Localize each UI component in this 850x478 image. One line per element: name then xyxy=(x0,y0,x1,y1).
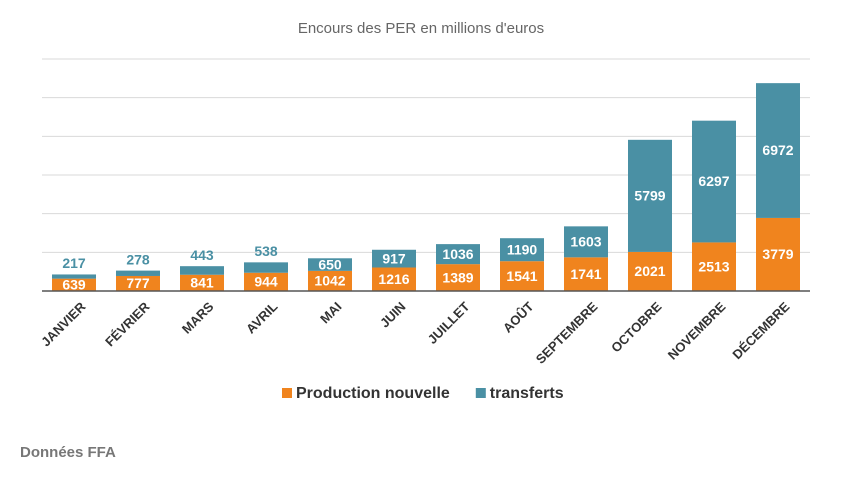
x-tick-group: JUILLET xyxy=(425,299,473,347)
x-tick-group: OCTOBRE xyxy=(608,299,665,356)
x-tick-label: JUILLET xyxy=(425,299,473,347)
x-tick-label: SEPTEMBRE xyxy=(533,299,601,367)
x-tick-label: AOÛT xyxy=(500,299,537,336)
x-tick-group: JANVIER xyxy=(38,299,89,350)
bar-segment xyxy=(628,251,672,291)
bar-segment xyxy=(116,275,160,291)
bar-segment xyxy=(372,249,416,268)
source: Données FFA xyxy=(20,444,116,461)
value-label: 1741 xyxy=(570,266,601,282)
x-tick-label: DÉCEMBRE xyxy=(729,299,792,362)
x-tick-group: AOÛT xyxy=(500,299,537,336)
bar-segment xyxy=(692,120,736,243)
bar-segment xyxy=(308,270,352,291)
value-label: 777 xyxy=(126,275,150,291)
bar-segment xyxy=(564,257,608,291)
x-tick-group: JUIN xyxy=(377,299,409,331)
bar-segment xyxy=(52,274,96,279)
x-tick-label: JUIN xyxy=(377,299,409,331)
x-tick-group: MAI xyxy=(317,299,344,326)
value-label: 3779 xyxy=(762,246,793,262)
bar-segment xyxy=(756,217,800,291)
legend-label: transferts xyxy=(490,385,564,402)
value-label: 2021 xyxy=(634,263,665,279)
value-label: 1042 xyxy=(314,273,345,289)
value-label: 6297 xyxy=(698,173,729,189)
x-tick-label: AVRIL xyxy=(243,299,281,337)
bar-segment xyxy=(308,258,352,271)
bar-segment xyxy=(180,266,224,275)
x-tick-group: FÉVRIER xyxy=(102,299,153,350)
x-tick-label: FÉVRIER xyxy=(102,299,153,350)
x-tick-group: DÉCEMBRE xyxy=(729,299,792,362)
bar-segment xyxy=(500,261,544,291)
bar-segment xyxy=(52,278,96,291)
value-label: 944 xyxy=(254,274,278,290)
x-tick-group: NOVEMBRE xyxy=(665,299,729,363)
bar-segment xyxy=(500,238,544,262)
x-tick-label: MAI xyxy=(317,299,344,326)
value-label: 650 xyxy=(318,256,342,272)
x-tick-label: OCTOBRE xyxy=(608,299,665,356)
x-tick-label: MARS xyxy=(179,299,217,337)
x-tick-group: SEPTEMBRE xyxy=(533,299,601,367)
value-label: 538 xyxy=(254,243,278,259)
value-label: 6972 xyxy=(762,142,793,158)
value-label: 217 xyxy=(62,255,86,271)
bar-segment xyxy=(372,267,416,291)
value-label: 841 xyxy=(190,275,214,291)
bar-segment xyxy=(116,270,160,276)
bar-segment xyxy=(692,242,736,291)
legend-label: Production nouvelle xyxy=(296,385,450,402)
chart-title: Encours des PER en millions d'euros xyxy=(298,20,544,37)
legend-swatch xyxy=(282,388,292,398)
x-tick-group: MARS xyxy=(179,299,217,337)
value-label: 1216 xyxy=(378,271,409,287)
bar-segment xyxy=(756,83,800,218)
bar-segment xyxy=(436,244,480,265)
x-tick-label: NOVEMBRE xyxy=(665,299,729,363)
value-label: 1389 xyxy=(442,269,473,285)
legend-swatch xyxy=(475,388,486,398)
x-tick-group: AVRIL xyxy=(243,299,281,337)
value-label: 1603 xyxy=(570,234,601,250)
value-label: 639 xyxy=(62,277,86,293)
value-label: 443 xyxy=(190,247,214,263)
value-label: 1541 xyxy=(506,268,537,284)
value-label: 5799 xyxy=(634,188,665,204)
value-label: 917 xyxy=(382,250,406,266)
value-label: 1190 xyxy=(507,241,538,257)
bar-segment xyxy=(180,274,224,291)
bar-segment xyxy=(244,262,288,273)
value-label: 2513 xyxy=(698,258,729,274)
x-tick-label: JANVIER xyxy=(38,299,89,350)
bar-segment xyxy=(564,226,608,258)
value-label: 278 xyxy=(126,251,150,267)
value-label: 1036 xyxy=(442,246,473,262)
bar-segment xyxy=(628,139,672,252)
bar-segment xyxy=(436,264,480,291)
bar-segment xyxy=(244,272,288,291)
